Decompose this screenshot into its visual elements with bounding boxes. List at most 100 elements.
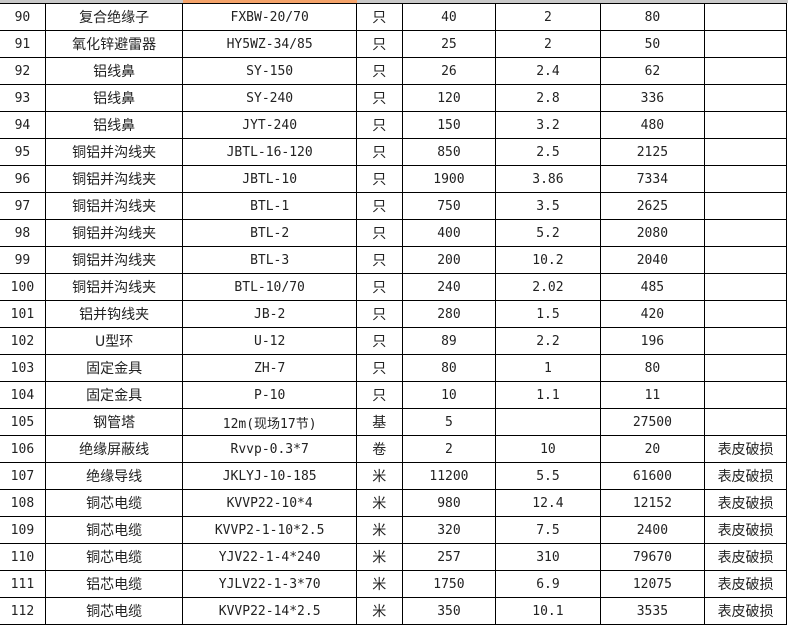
cell-name[interactable]: 铜芯电缆 xyxy=(44,543,184,571)
cell-model[interactable]: P-10 xyxy=(182,381,357,409)
cell-total[interactable]: 2400 xyxy=(599,516,706,544)
cell-unit-weight[interactable]: 12.4 xyxy=(495,489,601,517)
cell-unit[interactable]: 只 xyxy=(355,57,403,85)
cell-quantity[interactable]: 120 xyxy=(401,84,497,112)
cell-unit-weight[interactable]: 10.2 xyxy=(495,246,601,274)
cell-remark[interactable]: 表皮破损 xyxy=(704,435,787,463)
cell-index[interactable]: 99 xyxy=(0,246,46,274)
cell-name[interactable]: 铜铝并沟线夹 xyxy=(44,273,184,301)
selected-column-header[interactable] xyxy=(183,0,357,3)
cell-name[interactable]: 铜芯电缆 xyxy=(44,597,184,625)
cell-unit[interactable]: 基 xyxy=(355,408,403,436)
cell-model[interactable]: JBTL-10 xyxy=(182,165,357,193)
cell-quantity[interactable]: 980 xyxy=(401,489,497,517)
cell-unit-weight[interactable]: 2 xyxy=(495,30,601,58)
cell-total[interactable]: 80 xyxy=(599,3,706,31)
cell-total[interactable]: 12075 xyxy=(599,570,706,598)
cell-total[interactable]: 61600 xyxy=(599,462,706,490)
cell-quantity[interactable]: 40 xyxy=(401,3,497,31)
cell-model[interactable]: JB-2 xyxy=(182,300,357,328)
cell-quantity[interactable]: 320 xyxy=(401,516,497,544)
cell-quantity[interactable]: 26 xyxy=(401,57,497,85)
cell-quantity[interactable]: 89 xyxy=(401,327,497,355)
cell-remark[interactable] xyxy=(704,300,787,328)
cell-unit-weight[interactable]: 10.1 xyxy=(495,597,601,625)
cell-index[interactable]: 108 xyxy=(0,489,46,517)
cell-remark[interactable]: 表皮破损 xyxy=(704,516,787,544)
cell-unit-weight[interactable]: 3.5 xyxy=(495,192,601,220)
cell-remark[interactable]: 表皮破损 xyxy=(704,597,787,625)
cell-unit[interactable]: 只 xyxy=(355,165,403,193)
cell-name[interactable]: 绝缘屏蔽线 xyxy=(44,435,184,463)
cell-name[interactable]: 复合绝缘子 xyxy=(44,3,184,31)
cell-quantity[interactable]: 750 xyxy=(401,192,497,220)
cell-model[interactable]: JBTL-16-120 xyxy=(182,138,357,166)
cell-name[interactable]: 铝芯电缆 xyxy=(44,570,184,598)
cell-quantity[interactable]: 25 xyxy=(401,30,497,58)
cell-unit-weight[interactable]: 3.86 xyxy=(495,165,601,193)
cell-index[interactable]: 111 xyxy=(0,570,46,598)
cell-model[interactable]: KVVP22-10*4 xyxy=(182,489,357,517)
cell-unit-weight[interactable] xyxy=(495,408,601,436)
cell-unit-weight[interactable]: 2 xyxy=(495,3,601,31)
cell-unit-weight[interactable]: 2.5 xyxy=(495,138,601,166)
cell-index[interactable]: 104 xyxy=(0,381,46,409)
cell-index[interactable]: 92 xyxy=(0,57,46,85)
cell-total[interactable]: 80 xyxy=(599,354,706,382)
cell-total[interactable]: 27500 xyxy=(599,408,706,436)
cell-unit[interactable]: 米 xyxy=(355,516,403,544)
cell-quantity[interactable]: 5 xyxy=(401,408,497,436)
cell-remark[interactable] xyxy=(704,381,787,409)
cell-unit-weight[interactable]: 2.02 xyxy=(495,273,601,301)
cell-remark[interactable] xyxy=(704,273,787,301)
cell-unit[interactable]: 只 xyxy=(355,246,403,274)
cell-name[interactable]: 铜芯电缆 xyxy=(44,489,184,517)
cell-total[interactable]: 11 xyxy=(599,381,706,409)
cell-quantity[interactable]: 1900 xyxy=(401,165,497,193)
cell-name[interactable]: 铜芯电缆 xyxy=(44,516,184,544)
cell-remark[interactable]: 表皮破损 xyxy=(704,489,787,517)
cell-index[interactable]: 101 xyxy=(0,300,46,328)
cell-model[interactable]: BTL-2 xyxy=(182,219,357,247)
cell-index[interactable]: 100 xyxy=(0,273,46,301)
cell-unit[interactable]: 米 xyxy=(355,543,403,571)
cell-remark[interactable]: 表皮破损 xyxy=(704,543,787,571)
cell-name[interactable]: 固定金具 xyxy=(44,354,184,382)
cell-quantity[interactable]: 850 xyxy=(401,138,497,166)
cell-index[interactable]: 90 xyxy=(0,3,46,31)
cell-total[interactable]: 485 xyxy=(599,273,706,301)
cell-unit-weight[interactable]: 2.8 xyxy=(495,84,601,112)
cell-unit-weight[interactable]: 5.5 xyxy=(495,462,601,490)
cell-index[interactable]: 105 xyxy=(0,408,46,436)
cell-unit-weight[interactable]: 2.2 xyxy=(495,327,601,355)
cell-name[interactable]: 铜铝并沟线夹 xyxy=(44,219,184,247)
cell-unit[interactable]: 只 xyxy=(355,192,403,220)
cell-quantity[interactable]: 1750 xyxy=(401,570,497,598)
cell-quantity[interactable]: 150 xyxy=(401,111,497,139)
cell-total[interactable]: 420 xyxy=(599,300,706,328)
cell-name[interactable]: 绝缘导线 xyxy=(44,462,184,490)
cell-model[interactable]: 12m(现场17节) xyxy=(182,408,357,436)
cell-unit[interactable]: 只 xyxy=(355,84,403,112)
cell-index[interactable]: 107 xyxy=(0,462,46,490)
cell-unit[interactable]: 只 xyxy=(355,354,403,382)
cell-model[interactable]: KVVP2-1-10*2.5 xyxy=(182,516,357,544)
cell-remark[interactable] xyxy=(704,165,787,193)
cell-quantity[interactable]: 350 xyxy=(401,597,497,625)
cell-index[interactable]: 112 xyxy=(0,597,46,625)
cell-model[interactable]: U-12 xyxy=(182,327,357,355)
cell-quantity[interactable]: 257 xyxy=(401,543,497,571)
cell-unit-weight[interactable]: 310 xyxy=(495,543,601,571)
cell-unit[interactable]: 只 xyxy=(355,327,403,355)
cell-model[interactable]: BTL-10/70 xyxy=(182,273,357,301)
cell-unit[interactable]: 只 xyxy=(355,381,403,409)
cell-unit[interactable]: 只 xyxy=(355,219,403,247)
cell-name[interactable]: U型环 xyxy=(44,327,184,355)
cell-unit-weight[interactable]: 7.5 xyxy=(495,516,601,544)
cell-name[interactable]: 铝线鼻 xyxy=(44,111,184,139)
cell-total[interactable]: 336 xyxy=(599,84,706,112)
cell-index[interactable]: 95 xyxy=(0,138,46,166)
cell-name[interactable]: 铜铝并沟线夹 xyxy=(44,192,184,220)
cell-model[interactable]: JKLYJ-10-185 xyxy=(182,462,357,490)
cell-total[interactable]: 62 xyxy=(599,57,706,85)
